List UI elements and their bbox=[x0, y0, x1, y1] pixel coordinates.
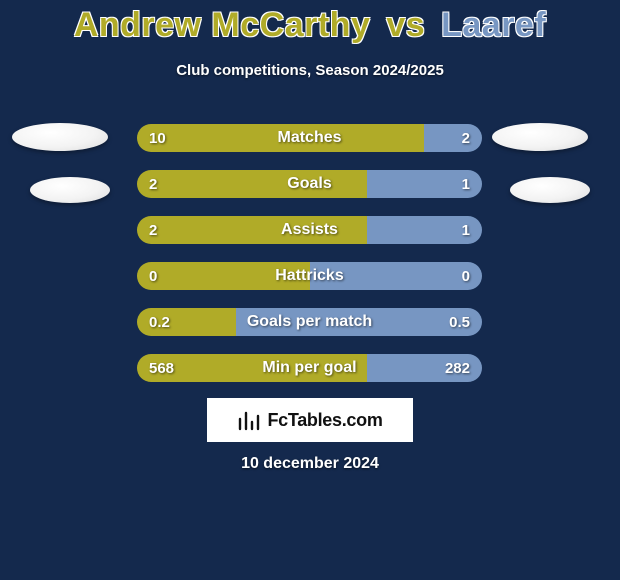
stat-row: Min per goal568282 bbox=[137, 354, 482, 382]
stat-bar-left bbox=[137, 308, 236, 336]
subtitle: Club competitions, Season 2024/2025 bbox=[0, 62, 620, 79]
stat-bar-right bbox=[367, 216, 482, 244]
stat-bar-left bbox=[137, 354, 367, 382]
stat-bar-left bbox=[137, 216, 367, 244]
stat-bar-right bbox=[236, 308, 482, 336]
stat-row: Matches102 bbox=[137, 124, 482, 152]
stat-bar-left bbox=[137, 124, 424, 152]
date: 10 december 2024 bbox=[0, 455, 620, 473]
stat-row: Hattricks00 bbox=[137, 262, 482, 290]
title-player1: Andrew McCarthy bbox=[74, 6, 371, 44]
title-player2: Laaref bbox=[441, 6, 546, 44]
player2-badge bbox=[492, 123, 588, 151]
stat-row: Assists21 bbox=[137, 216, 482, 244]
stat-bar-right bbox=[310, 262, 483, 290]
stat-row: Goals per match0.20.5 bbox=[137, 308, 482, 336]
fctables-logo-icon bbox=[237, 409, 261, 431]
stat-bar-right bbox=[367, 170, 482, 198]
stat-bar-right bbox=[424, 124, 482, 152]
title-vs: vs bbox=[386, 6, 425, 44]
stat-bar-left bbox=[137, 170, 367, 198]
player1-badge bbox=[30, 177, 110, 203]
stat-bar-right bbox=[367, 354, 482, 382]
branding-text: FcTables.com bbox=[267, 410, 382, 431]
comparison-infographic: Andrew McCarthy vs Laaref Club competiti… bbox=[0, 0, 620, 580]
stat-rows: Matches102 Goals21 Assists21 Hattricks00 Goa… bbox=[137, 124, 482, 400]
player2-badge bbox=[510, 177, 590, 203]
player1-badge bbox=[12, 123, 108, 151]
stat-row: Goals21 bbox=[137, 170, 482, 198]
branding: FcTables.com bbox=[207, 398, 413, 442]
stat-bar-left bbox=[137, 262, 310, 290]
title: Andrew McCarthy vs Laaref bbox=[0, 6, 620, 45]
